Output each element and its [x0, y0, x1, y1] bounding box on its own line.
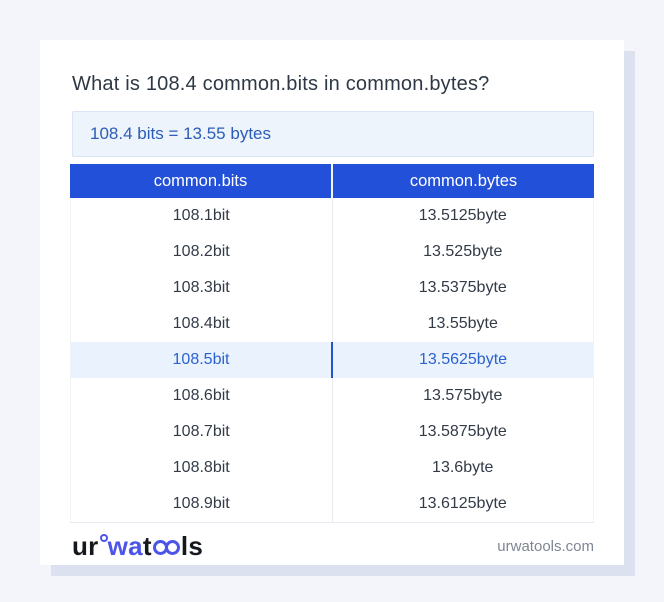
table-row[interactable]: 108.6bit 13.575byte — [71, 378, 593, 414]
bytes-cell[interactable]: 13.575byte — [423, 387, 503, 404]
logo-glasses-icon — [152, 540, 180, 555]
bits-cell[interactable]: 108.6bit — [71, 378, 333, 414]
bits-cell[interactable]: 108.7bit — [71, 414, 333, 450]
logo-text-ur: ur — [72, 530, 99, 561]
page-title: What is 108.4 common.bits in common.byte… — [72, 73, 490, 95]
logo-ring-icon — [99, 534, 108, 542]
logo-text-wa: wa — [107, 530, 143, 561]
bytes-cell[interactable]: 13.5625byte — [418, 351, 508, 368]
bits-cell[interactable]: 108.8bit — [71, 450, 333, 486]
bits-cell[interactable]: 108.5bit — [71, 342, 333, 378]
bytes-cell[interactable]: 13.6byte — [432, 459, 494, 476]
table-row[interactable]: 108.2bit 13.525byte — [71, 234, 593, 270]
table-row[interactable]: 108.8bit 13.6byte — [71, 450, 593, 486]
logo-text-t: t — [142, 530, 152, 561]
table-body: 108.1bit 13.5125byte 108.2bit 13.525byte 108… — [70, 198, 594, 523]
conversion-result-box: 108.4 bits = 13.55 bytes — [72, 111, 594, 157]
table-header-bits: common.bits — [70, 164, 333, 198]
bits-cell[interactable]: 108.9bit — [71, 486, 333, 522]
table-row[interactable]: 108.9bit 13.6125byte — [71, 486, 593, 522]
bytes-cell[interactable]: 13.525byte — [423, 243, 503, 260]
table-row[interactable]: 108.4bit 13.55byte — [71, 306, 593, 342]
bytes-cell[interactable]: 13.5125byte — [418, 207, 507, 224]
bits-cell[interactable]: 108.1bit — [71, 198, 333, 234]
bytes-cell[interactable]: 13.55byte — [427, 315, 498, 332]
table-header-row: common.bits common.bytes — [70, 164, 594, 198]
card-footer: ur wa t ls urwatools.com — [72, 525, 594, 567]
bytes-cell[interactable]: 13.6125byte — [418, 495, 507, 512]
conversion-table: common.bits common.bytes 108.1bit 13.5125… — [70, 164, 594, 523]
table-row[interactable]: 108.1bit 13.5125byte — [71, 198, 593, 234]
table-row[interactable]: 108.5bit 13.5625byte — [71, 342, 593, 378]
urwatools-logo[interactable]: ur wa t ls — [72, 531, 203, 562]
table-row[interactable]: 108.3bit 13.5375byte — [71, 270, 593, 306]
bits-cell[interactable]: 108.3bit — [71, 270, 333, 306]
bytes-cell[interactable]: 13.5875byte — [418, 423, 507, 440]
conversion-result-text: 108.4 bits = 13.55 bytes — [90, 124, 271, 143]
bits-cell[interactable]: 108.4bit — [71, 306, 333, 342]
table-row[interactable]: 108.7bit 13.5875byte — [71, 414, 593, 450]
table-header-bytes: common.bytes — [409, 171, 518, 190]
logo-text-ls: ls — [180, 530, 204, 561]
site-url: urwatools.com — [497, 537, 594, 555]
bytes-cell[interactable]: 13.5375byte — [418, 279, 507, 296]
bits-cell[interactable]: 108.2bit — [71, 234, 333, 270]
converter-card: What is 108.4 common.bits in common.byte… — [40, 40, 624, 565]
